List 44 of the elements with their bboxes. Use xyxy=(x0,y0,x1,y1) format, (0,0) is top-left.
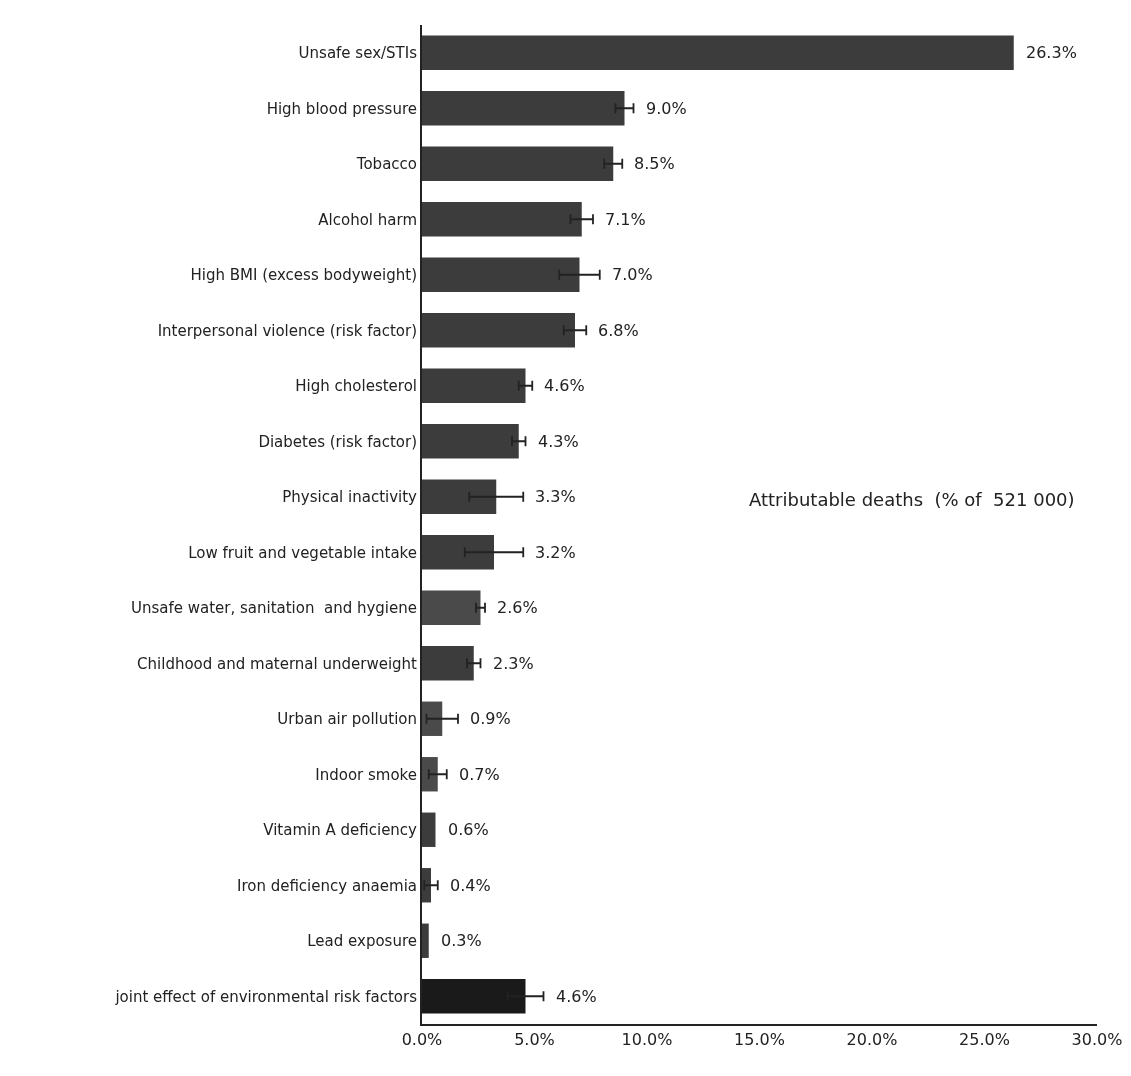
y-tick-label: Low fruit and vegetable intake xyxy=(188,543,417,562)
y-tick-label: Unsafe sex/STIs xyxy=(298,44,418,62)
x-tick-label: 0.0% xyxy=(401,1030,443,1050)
data-label: 2.6% xyxy=(497,598,538,617)
data-label: 0.4% xyxy=(450,876,491,895)
y-tick-label: Lead exposure xyxy=(307,932,417,950)
annotation: Attributable deaths (% of 521 000) xyxy=(749,489,1075,510)
y-tick-label: Childhood and maternal underweight xyxy=(137,654,418,673)
x-tick-label: 5.0% xyxy=(514,1030,555,1050)
y-tick-label: High cholesterol xyxy=(295,377,417,395)
y-tick-label: Physical inactivity xyxy=(282,488,418,506)
data-label: 7.1% xyxy=(605,210,646,229)
y-tick-label: Indoor smoke xyxy=(315,765,417,784)
y-tick-label: Alcohol harm xyxy=(318,210,417,229)
data-label: 0.7% xyxy=(459,765,500,784)
data-label: 2.3% xyxy=(493,654,534,673)
y-tick-label: Urban air pollution xyxy=(277,710,417,728)
data-label: 0.3% xyxy=(441,931,482,950)
data-label: 6.8% xyxy=(598,321,639,340)
x-tick-label: 20.0% xyxy=(846,1030,898,1050)
y-tick-label: Tobacco xyxy=(355,155,417,173)
data-label: 0.6% xyxy=(448,820,489,839)
y-tick-label: Vitamin A deficiency xyxy=(263,821,418,839)
y-tick-label: Iron deficiency anaemia xyxy=(236,876,417,895)
x-tick-label: 25.0% xyxy=(959,1030,1010,1050)
y-tick-label: Unsafe water, sanitation and hygiene xyxy=(130,599,417,617)
data-label: 3.3% xyxy=(535,487,576,506)
y-tick-label: High blood pressure xyxy=(266,99,417,118)
x-tick-label: 10.0% xyxy=(621,1030,673,1050)
y-tick-label: joint effect of environmental risk factors xyxy=(114,987,418,1006)
data-label: 4.6% xyxy=(556,987,597,1006)
data-label: 9.0% xyxy=(646,99,687,118)
x-tick-label: 30.0% xyxy=(1071,1030,1123,1050)
data-label: 7.0% xyxy=(612,265,653,284)
data-label: 0.9% xyxy=(470,709,511,728)
data-label: 3.2% xyxy=(535,543,576,562)
y-tick-label: High BMI (excess bodyweight) xyxy=(190,266,417,284)
y-tick-label: Diabetes (risk factor) xyxy=(258,432,417,451)
data-label: 4.3% xyxy=(538,432,579,451)
x-tick-label: 15.0% xyxy=(734,1030,785,1050)
data-label: 8.5% xyxy=(634,154,675,173)
y-tick-label: Interpersonal violence (risk factor) xyxy=(157,321,417,340)
data-label: 4.6% xyxy=(544,376,585,395)
data-label: 26.3% xyxy=(1026,43,1077,62)
